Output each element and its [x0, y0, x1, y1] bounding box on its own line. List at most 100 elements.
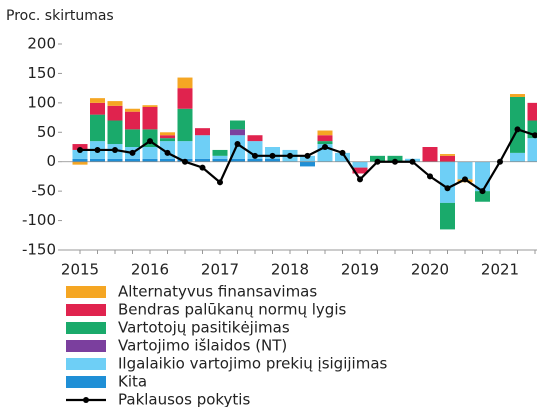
line-marker: [304, 152, 311, 159]
bar-segment: [125, 111, 140, 130]
bar-segment: [177, 141, 193, 159]
bar-segment: [352, 167, 368, 174]
bar-segment: [212, 158, 228, 162]
legend-label: Alternatyvus finansavimas: [118, 283, 317, 301]
bar-segment: [440, 161, 455, 203]
line-marker: [497, 158, 503, 165]
bar-segment: [195, 158, 210, 162]
bar-segment: [527, 120, 537, 139]
bar-segment: [125, 158, 140, 162]
y-tick-label: -100: [22, 211, 56, 229]
y-tick-label: 100: [27, 93, 56, 111]
bar-segment: [90, 102, 105, 115]
line-marker: [252, 152, 258, 159]
bar-segment: [177, 88, 193, 109]
bar-segment: [230, 120, 245, 130]
line-marker: [409, 158, 416, 165]
line-marker: [532, 132, 537, 139]
bar-segment: [160, 158, 175, 162]
line-marker: [479, 188, 486, 195]
y-tick-label: 50: [37, 123, 56, 141]
bar-segment: [142, 147, 158, 159]
bar-segment: [160, 132, 175, 136]
x-tick-label: 2015: [61, 261, 99, 279]
x-tick-label: 2019: [341, 261, 379, 279]
bar-segment: [72, 149, 88, 159]
bar-segment: [527, 138, 537, 162]
line-marker: [164, 149, 171, 156]
y-tick-label: 200: [27, 35, 56, 53]
line-marker: [147, 138, 153, 145]
bar-segment: [107, 101, 123, 106]
line-marker: [269, 152, 276, 159]
line-marker: [514, 126, 521, 133]
x-tick-label: 2021: [481, 261, 519, 279]
legend-swatch: [66, 286, 106, 298]
bar-segment: [247, 135, 263, 142]
x-tick-label: 2020: [411, 261, 449, 279]
bar-segment: [352, 161, 368, 168]
bar-segment: [107, 120, 123, 145]
bar-segment: [212, 155, 228, 159]
legend-label: Vartojimo išlaidos (NT): [118, 337, 287, 355]
legend-swatch: [66, 304, 106, 316]
bar-segment: [317, 141, 333, 145]
line-marker: [129, 149, 136, 156]
bar-segment: [177, 108, 193, 142]
x-tick-label: 2016: [131, 261, 169, 279]
bar-segment: [160, 135, 175, 139]
bar-segment: [317, 130, 333, 136]
bar-segment: [142, 105, 158, 107]
y-tick-label: -150: [22, 241, 56, 259]
bar-segment: [440, 154, 455, 156]
bar-segment: [510, 96, 525, 153]
legend-label: Bendras palūkanų normų lygis: [118, 301, 346, 319]
legend-marker: [83, 397, 89, 403]
bar-segment: [90, 158, 105, 162]
bar-segment: [142, 106, 158, 130]
bar-segment: [125, 129, 140, 147]
legend-label: Kita: [118, 373, 147, 391]
line-marker: [287, 152, 293, 159]
y-tick-label: 150: [27, 64, 56, 82]
line-marker: [374, 158, 381, 165]
bar-segment: [177, 77, 193, 89]
legend-label: Paklausos pokytis: [118, 391, 250, 407]
bar-segment: [125, 108, 140, 112]
line-marker: [392, 158, 398, 165]
bar-segment: [160, 138, 175, 142]
line-marker: [182, 158, 188, 165]
legend-swatch: [66, 322, 106, 334]
bar-segment: [317, 135, 333, 142]
bar-segment: [230, 129, 245, 136]
line-marker: [112, 146, 118, 153]
line-marker: [199, 164, 206, 171]
bar-segment: [142, 158, 158, 162]
bar-segment: [90, 114, 105, 142]
bar-segment: [195, 128, 210, 136]
y-tick-label: 0: [46, 152, 56, 170]
bar-segment: [195, 135, 210, 159]
bar-segment: [510, 94, 525, 97]
line-marker: [234, 141, 241, 148]
bar-segment: [230, 158, 245, 162]
bar-segment: [510, 152, 525, 162]
bar-segment: [440, 202, 455, 230]
bar-segment: [107, 158, 123, 162]
line-marker: [462, 176, 468, 183]
bar-segment: [527, 102, 537, 121]
bar-segment: [422, 147, 438, 162]
bar-segment: [72, 158, 88, 162]
line-marker: [427, 173, 433, 180]
bar-segment: [247, 158, 263, 162]
line-marker: [339, 149, 346, 156]
bar-segment: [90, 98, 105, 103]
bar-segment: [265, 158, 280, 162]
bar-segment: [440, 155, 455, 162]
bar-segment: [457, 161, 473, 180]
bar-segment: [212, 149, 228, 156]
x-tick-label: 2018: [271, 261, 309, 279]
legend-label: Vartotojų pasitikėjimas: [118, 319, 290, 337]
